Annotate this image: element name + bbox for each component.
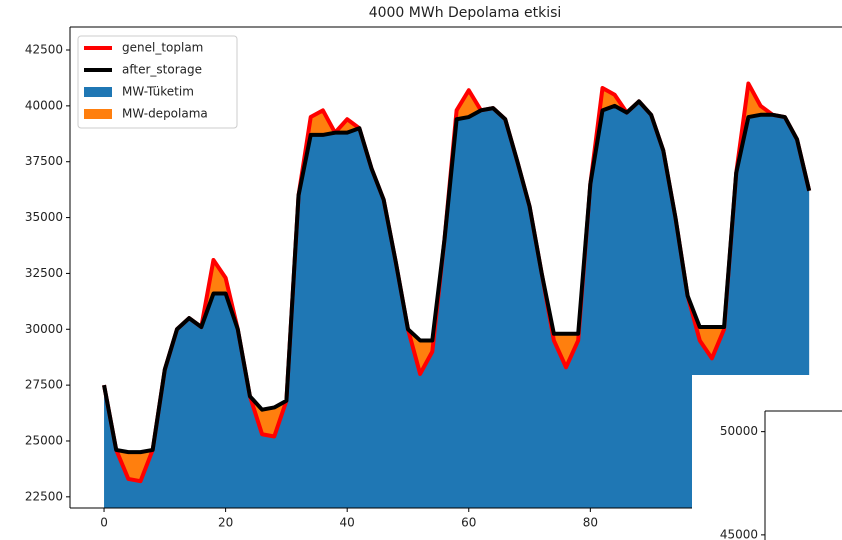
legend-swatch (84, 87, 112, 97)
plot-area (102, 81, 812, 508)
legend-label: genel_toplam (122, 41, 203, 55)
y-tick-label: 25000 (25, 433, 63, 447)
legend-label: MW-Tüketim (122, 85, 194, 99)
area (104, 101, 810, 508)
x-tick-label: 20 (218, 516, 233, 530)
y-tick-label: 45000 (720, 527, 758, 540)
line (102, 99, 812, 455)
x-tick-label: 0 (100, 516, 108, 530)
y-tick-label: 37500 (25, 154, 63, 168)
y-tick-label: 40000 (25, 98, 63, 112)
y-tick-label: 35000 (25, 210, 63, 224)
chart-title: 4000 MWh Depolama etkisi (369, 5, 562, 21)
inset-background (692, 375, 842, 540)
x-tick-label: 40 (340, 516, 355, 530)
x-tick-label: 60 (461, 516, 476, 530)
x-tick-label: 80 (583, 516, 598, 530)
y-tick-label: 27500 (25, 378, 63, 392)
legend-label: after_storage (122, 63, 202, 77)
legend-box (77, 35, 238, 129)
y-tick-label: 50000 (720, 424, 758, 438)
legend-swatch (84, 109, 112, 119)
y-tick-label: 32500 (25, 266, 63, 280)
y-tick-label: 42500 (25, 43, 63, 57)
y-tick-label: 22500 (25, 489, 63, 503)
y-tick-label: 30000 (25, 322, 63, 336)
legend-label: MW-depolama (122, 107, 208, 121)
